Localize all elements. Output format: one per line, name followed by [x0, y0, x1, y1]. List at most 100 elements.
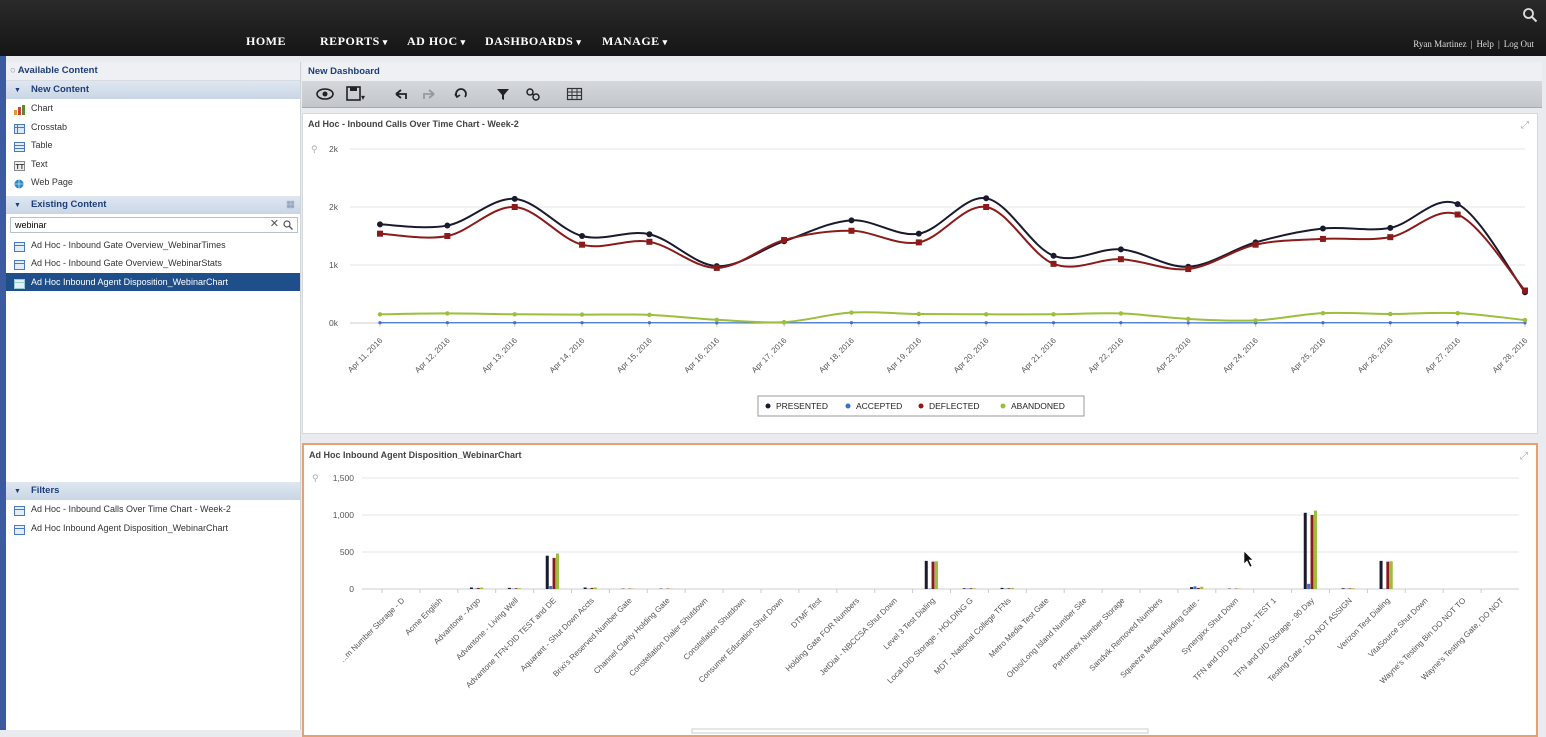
- data-point: [1455, 212, 1461, 218]
- zoom-icon: ⚲: [312, 473, 319, 483]
- search-icon[interactable]: [283, 220, 293, 230]
- grid-icon[interactable]: [566, 86, 584, 102]
- existing-content-item-selected[interactable]: Ad Hoc Inbound Agent Disposition_Webinar…: [6, 273, 300, 292]
- bar-abandoned: [973, 588, 976, 589]
- bar-chart-panel[interactable]: Ad Hoc Inbound Agent Disposition_Webinar…: [302, 443, 1538, 737]
- mouse-cursor-icon: [1244, 551, 1253, 567]
- x-tick-label: Apr 28, 2016: [1491, 336, 1530, 375]
- line-chart-panel[interactable]: Ad Hoc - Inbound Calls Over Time Chart -…: [302, 113, 1538, 434]
- zoom-icon: ⚲: [311, 144, 318, 154]
- existing-content-section-header[interactable]: ▼Existing Content▦: [6, 196, 300, 214]
- refresh-icon[interactable]: [452, 86, 470, 102]
- available-content-title: Available Content: [18, 65, 98, 76]
- new-content-chart-label: Chart: [31, 99, 53, 118]
- x-tick-label: Apr 19, 2016: [884, 336, 923, 375]
- x-tick-label: Apr 18, 2016: [817, 336, 856, 375]
- x-tick-label: Sandvik Removed Numbers: [1088, 596, 1165, 673]
- data-point: [579, 233, 585, 239]
- new-content-chart[interactable]: Chart: [6, 99, 300, 118]
- filters-section-header[interactable]: ▼Filters: [6, 482, 300, 500]
- bar-abandoned: [1352, 588, 1355, 589]
- collapse-icon: ○: [10, 65, 16, 76]
- filter-item[interactable]: Ad Hoc - Inbound Calls Over Time Chart -…: [6, 500, 300, 519]
- existing-content-title: Existing Content: [31, 199, 106, 210]
- bar-accepted: [549, 586, 552, 589]
- data-point: [848, 228, 854, 234]
- nav-manage[interactable]: MANAGE▾: [602, 34, 668, 49]
- data-point: [377, 231, 383, 237]
- bar-abandoned: [1390, 561, 1393, 589]
- bar-deflected: [553, 558, 556, 589]
- undo-icon[interactable]: [392, 86, 410, 102]
- legend-label: PRESENTED: [776, 401, 828, 411]
- new-content-table[interactable]: Table: [6, 136, 300, 155]
- logout-link[interactable]: Log Out: [1504, 39, 1534, 49]
- bar-abandoned: [556, 553, 559, 589]
- existing-content-item-label: Ad Hoc - Inbound Gate Overview_WebinarTi…: [31, 236, 226, 255]
- nav-reports[interactable]: REPORTS▾: [320, 34, 388, 49]
- data-point: [445, 311, 449, 315]
- x-tick-label: Wayne's Testing Gate, DO NOT: [1419, 596, 1505, 682]
- bar-presented: [1001, 588, 1004, 589]
- bar-presented: [508, 588, 511, 589]
- help-link[interactable]: Help: [1476, 39, 1494, 49]
- nav-home[interactable]: HOME: [246, 34, 286, 49]
- new-content-web-page[interactable]: Web Page: [6, 173, 300, 192]
- filter-item[interactable]: Ad Hoc Inbound Agent Disposition_Webinar…: [6, 519, 300, 538]
- data-point: [444, 233, 450, 239]
- chevron-down-icon: ▾: [461, 37, 466, 47]
- x-tick-label: Brixi's Reserved Number Gate: [551, 596, 634, 679]
- filter-icon[interactable]: [494, 86, 512, 102]
- bar-deflected: [590, 588, 593, 589]
- filter-item-label: Ad Hoc - Inbound Calls Over Time Chart -…: [31, 500, 231, 519]
- x-tick-label: Apr 26, 2016: [1356, 336, 1395, 375]
- existing-content-item[interactable]: Ad Hoc - Inbound Gate Overview_WebinarTi…: [6, 236, 300, 255]
- data-point: [579, 242, 585, 248]
- existing-content-item[interactable]: Ad Hoc - Inbound Gate Overview_WebinarSt…: [6, 254, 300, 273]
- x-tick-label: Apr 15, 2016: [615, 336, 654, 375]
- y-tick-label: 1,500: [333, 473, 355, 483]
- data-point: [917, 312, 921, 316]
- data-point: [512, 196, 518, 202]
- legend-label: DEFLECTED: [929, 401, 980, 411]
- clear-icon[interactable]: ✕: [270, 218, 279, 231]
- series-line-abandoned: [380, 312, 1525, 322]
- data-point: [1321, 321, 1324, 324]
- bar-presented: [584, 588, 587, 589]
- nav-ad-hoc[interactable]: AD HOC▾: [407, 34, 466, 49]
- new-content-crosstab[interactable]: Crosstab: [6, 118, 300, 137]
- nav-home-label: HOME: [246, 34, 286, 48]
- nav-manage-label: MANAGE: [602, 34, 660, 48]
- link-icon[interactable]: [524, 86, 542, 102]
- x-tick-label: Apr 17, 2016: [750, 336, 789, 375]
- nav-dashboards[interactable]: DASHBOARDS▾: [485, 34, 581, 49]
- data-point: [983, 195, 989, 201]
- new-content-section-header[interactable]: ▼New Content: [6, 81, 300, 99]
- data-point: [444, 223, 450, 229]
- new-content-text[interactable]: TT Text: [6, 155, 300, 174]
- bar-deflected: [969, 588, 972, 589]
- bar-abandoned: [480, 588, 483, 589]
- bar-deflected: [1007, 588, 1010, 589]
- user-links: Ryan Martinez|Help|Log Out: [1411, 39, 1536, 49]
- redo-icon[interactable]: [420, 86, 438, 102]
- new-content-web-page-label: Web Page: [31, 173, 73, 192]
- search-icon[interactable]: [1522, 7, 1538, 23]
- content-search-input[interactable]: [11, 218, 249, 232]
- data-point: [377, 221, 383, 227]
- data-point: [1522, 288, 1528, 294]
- bar-abandoned: [1314, 511, 1317, 589]
- bar-presented: [963, 588, 966, 589]
- preview-icon[interactable]: [316, 86, 334, 102]
- data-point: [646, 239, 652, 245]
- options-icon[interactable]: ▦: [286, 196, 295, 214]
- filters-section: ▼Filters Ad Hoc - Inbound Calls Over Tim…: [6, 482, 300, 537]
- available-content-header[interactable]: ○Available Content: [6, 62, 300, 81]
- existing-content-item-label: Ad Hoc Inbound Agent Disposition_Webinar…: [31, 273, 228, 292]
- user-name[interactable]: Ryan Martinez: [1413, 39, 1466, 49]
- bar-abandoned: [594, 588, 597, 589]
- save-icon[interactable]: ▾: [346, 86, 364, 102]
- y-tick-label: 500: [340, 547, 354, 557]
- x-tick-label: Apr 11, 2016: [346, 336, 385, 375]
- x-tick-label: Apr 24, 2016: [1221, 336, 1260, 375]
